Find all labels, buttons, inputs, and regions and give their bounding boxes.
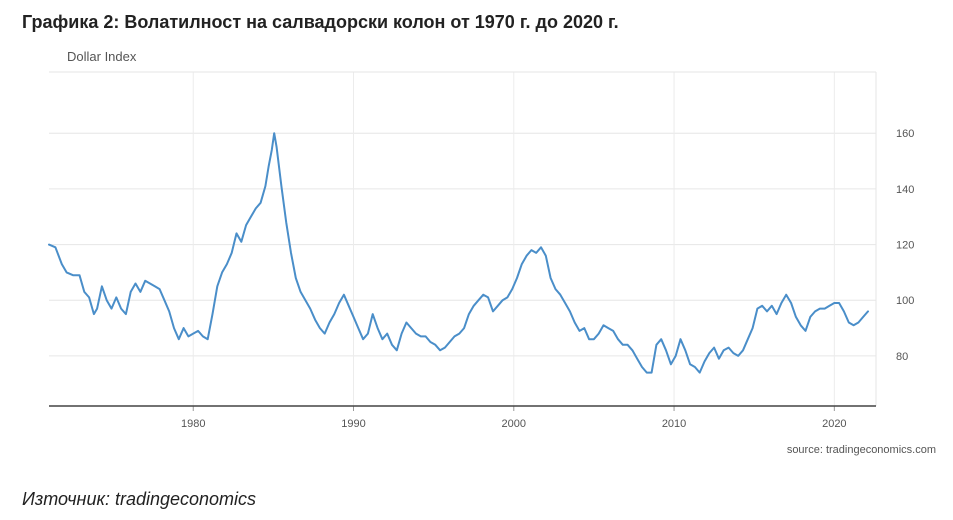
x-tick-label: 2000 — [502, 418, 526, 430]
source-caption: Източник: tradingeconomics — [22, 489, 257, 509]
page-title: Графика 2: Волатилност на салвадорски ко… — [22, 12, 619, 32]
series-layer — [48, 132, 869, 374]
dollar-index-chart: Dollar Index 80 100 120 140 160 1980 1990 2000 2… — [48, 49, 936, 456]
chart: Dollar Index 80 100 120 140 160 1980 1990 2000 2… — [0, 40, 953, 470]
x-tick-label: 2010 — [662, 418, 686, 430]
y-tick-label: 160 — [896, 128, 914, 140]
y-tick-label: 100 — [896, 295, 914, 307]
axes: 80 100 120 140 160 1980 1990 2000 2010 2020 — [49, 128, 914, 430]
series-line — [48, 132, 869, 374]
x-tick-label: 1980 — [181, 418, 205, 430]
grid-lines — [49, 71, 877, 406]
x-tick-label: 2020 — [822, 418, 846, 430]
chart-title: Dollar Index — [67, 49, 137, 64]
y-tick-label: 120 — [896, 240, 914, 252]
x-tick-label: 1990 — [341, 418, 365, 430]
y-tick-label: 140 — [896, 184, 914, 196]
y-tick-label: 80 — [896, 351, 908, 363]
source-note[interactable]: source: tradingeconomics.com — [787, 444, 936, 456]
